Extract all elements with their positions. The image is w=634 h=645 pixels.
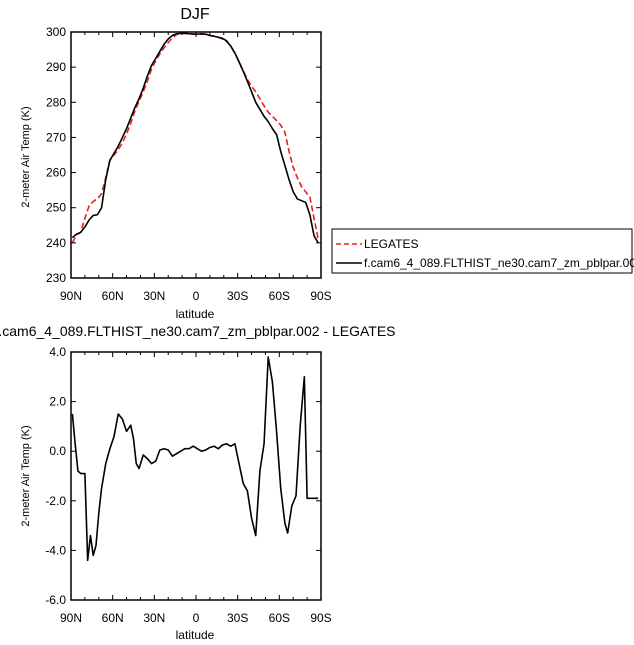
legend: LEGATES f.cam6_4_089.FLTHIST_ne30.cam7_z… bbox=[331, 228, 634, 274]
top-series-line-1 bbox=[71, 32, 319, 244]
top-y-tick-label: 300 bbox=[46, 25, 66, 39]
top-series-line-0 bbox=[71, 32, 320, 244]
bottom-y-tick-label: -4.0 bbox=[45, 543, 66, 557]
bottom-y-tick-label: 2.0 bbox=[49, 395, 66, 409]
top-y-tick-label: 240 bbox=[46, 236, 66, 250]
top-x-tick-label: 60S bbox=[269, 289, 290, 303]
top-y-tick-label: 230 bbox=[46, 271, 66, 285]
top-x-tick-label: 90S bbox=[310, 289, 331, 303]
bottom-series-line-0 bbox=[71, 356, 319, 562]
top-y-axis-label: 2-meter Air Temp (K) bbox=[20, 106, 32, 207]
top-x-tick-label: 60N bbox=[102, 289, 124, 303]
legend-label-model: f.cam6_4_089.FLTHIST_ne30.cam7_zm_pblpar… bbox=[364, 256, 634, 270]
bottom-y-axis-label: 2-meter Air Temp (K) bbox=[20, 425, 32, 526]
top-y-tick-label: 250 bbox=[46, 201, 66, 215]
legend-box bbox=[331, 228, 633, 274]
bottom-panel: f.cam6_4_089.FLTHIST_ne30.cam7_zm_pblpar… bbox=[0, 323, 396, 642]
top-panel: DJF 90N 60N 30N 0 30S 60S 90S 2302402502602702… bbox=[20, 6, 332, 321]
top-x-tick-label: 30N bbox=[143, 289, 165, 303]
bottom-x-tick-label: 60N bbox=[102, 611, 124, 625]
top-y-tick-label: 290 bbox=[46, 60, 66, 74]
top-lines bbox=[71, 32, 320, 244]
bottom-x-axis-label: latitude bbox=[176, 628, 215, 642]
top-y-ticks: 230 240 250 260 270 280 290 300 bbox=[46, 25, 321, 285]
bottom-x-ticks: 90N 60N 30N 0 30S 60S 90S bbox=[60, 352, 332, 625]
bottom-x-tick-label: 90S bbox=[310, 611, 331, 625]
bottom-x-tick-label: 30S bbox=[227, 611, 248, 625]
bottom-y-tick-label: -6.0 bbox=[45, 593, 66, 607]
bottom-y-tick-label: -2.0 bbox=[45, 494, 66, 508]
top-y-tick-label: 260 bbox=[46, 166, 66, 180]
top-x-ticks: 90N 60N 30N 0 30S 60S 90S bbox=[60, 32, 332, 303]
top-x-axis-label: latitude bbox=[176, 307, 215, 321]
bottom-lines bbox=[71, 356, 319, 562]
top-y-tick-label: 280 bbox=[46, 95, 66, 109]
bottom-y-ticks: -6.0 -4.0 -2.0 0.0 2.0 4.0 bbox=[45, 345, 321, 607]
top-y-tick-label: 270 bbox=[46, 130, 66, 144]
top-x-tick-label: 90N bbox=[60, 289, 82, 303]
bottom-plot-frame bbox=[70, 351, 322, 601]
bottom-x-tick-label: 60S bbox=[269, 611, 290, 625]
bottom-chart-title: f.cam6_4_089.FLTHIST_ne30.cam7_zm_pblpar… bbox=[0, 323, 396, 339]
top-x-tick-label: 0 bbox=[193, 289, 200, 303]
top-x-tick-label: 30S bbox=[227, 289, 248, 303]
bottom-y-tick-label: 0.0 bbox=[49, 444, 66, 458]
bottom-y-tick-label: 4.0 bbox=[49, 345, 66, 359]
top-plot-frame bbox=[70, 31, 322, 279]
legend-label-legates: LEGATES bbox=[364, 237, 418, 251]
bottom-x-tick-label: 30N bbox=[143, 611, 165, 625]
bottom-x-tick-label: 0 bbox=[193, 611, 200, 625]
bottom-x-tick-label: 90N bbox=[60, 611, 82, 625]
top-chart-title: DJF bbox=[180, 6, 210, 23]
